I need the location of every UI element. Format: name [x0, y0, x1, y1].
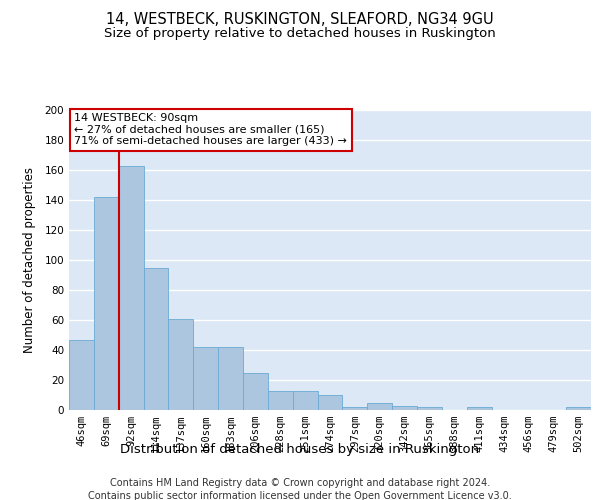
Bar	[392, 406, 417, 410]
Y-axis label: Number of detached properties: Number of detached properties	[23, 167, 36, 353]
Bar	[367, 402, 392, 410]
Text: Size of property relative to detached houses in Ruskington: Size of property relative to detached ho…	[104, 28, 496, 40]
Bar	[317, 395, 343, 410]
Text: 14, WESTBECK, RUSKINGTON, SLEAFORD, NG34 9GU: 14, WESTBECK, RUSKINGTON, SLEAFORD, NG34…	[106, 12, 494, 28]
Bar	[343, 407, 367, 410]
Text: Contains public sector information licensed under the Open Government Licence v3: Contains public sector information licen…	[88, 491, 512, 500]
Text: Distribution of detached houses by size in Ruskington: Distribution of detached houses by size …	[121, 442, 479, 456]
Bar	[143, 268, 169, 410]
Bar	[69, 340, 94, 410]
Bar	[218, 347, 243, 410]
Bar	[243, 372, 268, 410]
Bar	[193, 347, 218, 410]
Bar	[268, 390, 293, 410]
Bar	[293, 390, 317, 410]
Bar	[566, 407, 591, 410]
Bar	[169, 318, 193, 410]
Text: 14 WESTBECK: 90sqm
← 27% of detached houses are smaller (165)
71% of semi-detach: 14 WESTBECK: 90sqm ← 27% of detached hou…	[74, 113, 347, 146]
Bar	[417, 407, 442, 410]
Bar	[119, 166, 143, 410]
Text: Contains HM Land Registry data © Crown copyright and database right 2024.: Contains HM Land Registry data © Crown c…	[110, 478, 490, 488]
Bar	[94, 197, 119, 410]
Bar	[467, 407, 491, 410]
